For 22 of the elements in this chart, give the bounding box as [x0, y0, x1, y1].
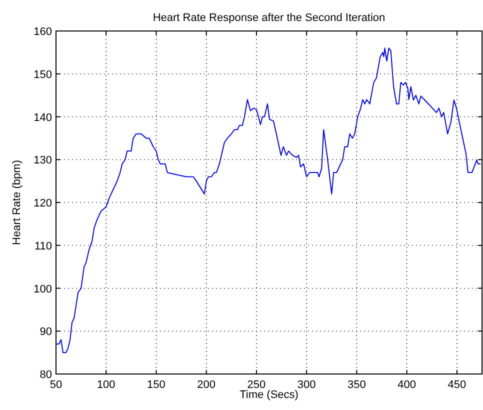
- x-tick-label: 250: [247, 379, 266, 391]
- y-tick-label: 130: [34, 154, 52, 167]
- y-tick-label: 110: [34, 240, 52, 252]
- y-tick-label: 160: [34, 26, 52, 38]
- x-tick-label: 400: [398, 379, 416, 391]
- x-tick-label: 200: [197, 379, 216, 391]
- line-series: [56, 48, 481, 354]
- chart-title: Heart Rate Response after the Second Iteration: [152, 12, 386, 24]
- y-tick-label: 140: [34, 112, 52, 124]
- y-tick-label: 120: [34, 198, 52, 210]
- y-tick-label: 150: [34, 68, 52, 81]
- x-tick-label: 300: [297, 379, 316, 391]
- x-tick-label: 150: [147, 379, 166, 391]
- x-tick-label: 350: [348, 379, 366, 391]
- x-tick-label: 100: [96, 379, 116, 391]
- x-tick-label: 50: [50, 379, 62, 391]
- x-tick-label: 450: [448, 379, 466, 391]
- y-tick-label: 90: [40, 326, 52, 338]
- y-axis-title: Heart Rate (bpm): [11, 160, 23, 245]
- x-axis-title: Time (Secs): [240, 389, 298, 401]
- y-tick-label: 100: [34, 283, 52, 296]
- y-tick-label: 80: [40, 369, 52, 381]
